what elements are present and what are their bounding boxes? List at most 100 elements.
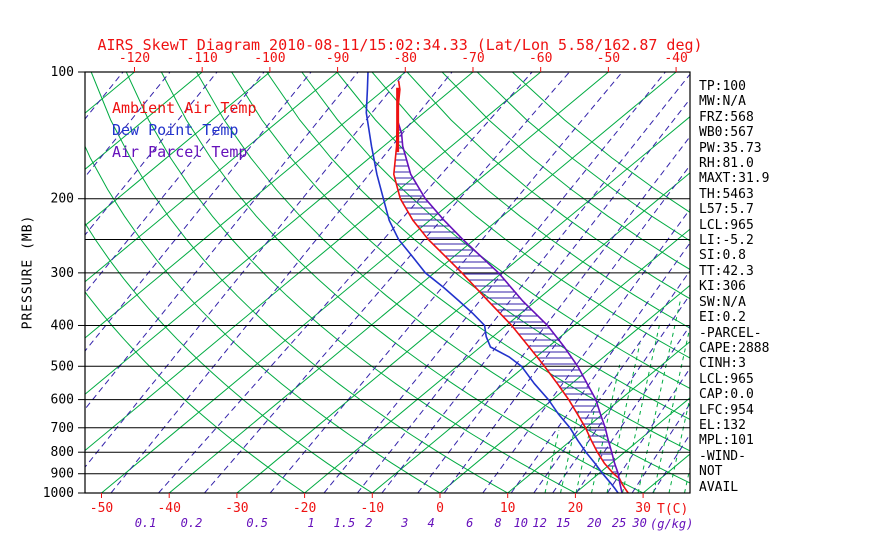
top-temp-tick-label: -50 (597, 51, 620, 66)
top-temp-tick-label: -80 (394, 51, 417, 66)
legend: Ambient Air Temp Dew Point Temp Air Parc… (112, 97, 257, 163)
mixing-ratio-line (575, 324, 690, 493)
mixing-ratio-tick-label: 25 (612, 516, 626, 530)
mixing-ratio-tick-label: 30 (631, 516, 646, 530)
plot-frame (84, 71, 691, 494)
legend-ambient-air-temp: Ambient Air Temp (112, 99, 257, 117)
stats-line: LFC:954 (699, 402, 754, 418)
stats-line: KI:306 (699, 279, 746, 295)
stats-line: WB0:567 (699, 125, 754, 141)
dashed-guide-line (85, 72, 359, 410)
moist-adiabat-line (544, 429, 560, 493)
mixing-ratio-line (381, 98, 690, 493)
stats-line: -PARCEL- (699, 325, 762, 341)
stats-line: TP:100 (699, 79, 746, 94)
stats-line: EI:0.2 (699, 310, 746, 326)
isotherm-line (85, 72, 271, 227)
mixing-ratio-line (269, 72, 623, 493)
bottom-temp-tick-label: 30 (635, 501, 651, 516)
stats-line: NOT (699, 464, 723, 480)
stats-line: LI:-5.2 (699, 233, 754, 249)
stats-line: RH:81.0 (699, 156, 754, 172)
dashed-guide-line (85, 72, 265, 294)
stats-line: SW:N/A (699, 294, 746, 310)
pressure-tick-label: 700 (51, 421, 74, 436)
bottom-temp-tick-label: -40 (157, 501, 180, 516)
bottom-temp-tick-label: 0 (436, 501, 444, 516)
mixing-ratio-tick-label: 15 (556, 516, 570, 530)
stats-line: AVAIL (699, 479, 739, 495)
legend-dew-point-temp: Dew Point Temp (112, 121, 239, 139)
mixing-ratio-line (417, 135, 690, 493)
stats-line: CAP:0.0 (699, 387, 754, 403)
mixing-ratio-tick-label: 2 (365, 516, 372, 530)
bottom-temp-tick-label: -20 (293, 501, 316, 516)
stats-line: CAPE:2888 (699, 340, 770, 356)
mixing-ratio-tick-label: 4 (428, 516, 435, 530)
isotherm-line (85, 72, 338, 283)
moist-adiabat-line (606, 343, 641, 493)
pressure-tick-label: 800 (51, 445, 74, 460)
plot-area (85, 72, 690, 493)
isotherm-line (236, 116, 690, 493)
mixing-ratio-tick-label: 8 (495, 516, 502, 530)
pressure-tick-label: 900 (51, 467, 74, 482)
isotherm-line (85, 72, 542, 452)
mixing-ratio-line (443, 164, 690, 493)
isotherm-line (439, 284, 690, 493)
pressure-axis-label: PRESSURE (MB) (20, 214, 36, 330)
pressure-tick-label: 100 (51, 65, 74, 80)
mixing-ratio-tick-label: 0.2 (181, 516, 203, 530)
bottom-temp-tick-label: -30 (225, 501, 248, 516)
top-temp-tick-label: -60 (529, 51, 552, 66)
mixing-ratio-tick-label: 1 (307, 516, 314, 530)
mixing-ratio-tick-label: 0.1 (135, 516, 157, 530)
pressure-tick-label: 600 (51, 393, 74, 408)
top-temp-tick-label: -120 (119, 51, 150, 66)
dashed-guide-line (110, 72, 453, 493)
stats-line: TT:42.3 (699, 263, 754, 279)
mixing-ratio-tick-label: 12 (532, 516, 546, 530)
isotherm-line (371, 228, 690, 493)
dry-adiabat-line (406, 72, 690, 300)
stats-line: FRZ:568 (699, 109, 754, 125)
top-temp-tick-label: -100 (254, 51, 285, 66)
moist-adiabat-line (622, 321, 661, 493)
moist-adiabat-line (637, 299, 681, 493)
pressure-tick-label: 1000 (43, 486, 74, 501)
dashed-guide-line (85, 72, 312, 352)
bottom-temp-tick-label: 10 (500, 501, 516, 516)
stats-line: PW:35.73 (699, 140, 762, 156)
top-temp-tick-label: -40 (664, 51, 687, 66)
stats-line: MPL:101 (699, 433, 754, 449)
pressure-tick-label: 200 (51, 192, 74, 207)
mixing-ratio-line (356, 73, 690, 493)
stats-panel: TP:100 MW:N/A FRZ:568 WB0:567 PW:35.73 RH:81.… (699, 79, 769, 495)
stats-line: MW:N/A (699, 94, 746, 110)
mixing-ratio-tick-label: 1.5 (334, 516, 356, 530)
mixing-ratio-tick-label: 20 (587, 516, 601, 530)
stats-line: TH:5463 (699, 186, 754, 202)
bottom-temp-tick-label: -10 (361, 501, 384, 516)
mixing-ratio-line (482, 208, 690, 493)
top-temp-tick-label: -110 (187, 51, 218, 66)
isotherm-line (507, 340, 690, 493)
mixing-ratio-line (606, 367, 690, 493)
top-temp-tick-label: -70 (461, 51, 484, 66)
temp-unit-label: T(C) (657, 502, 689, 517)
stats-line: SI:0.8 (699, 248, 746, 264)
isotherm-line (85, 72, 474, 395)
pressure-tick-label: 500 (51, 359, 74, 374)
isotherm-line (85, 72, 406, 339)
mixing-ratio-tick-label: 3 (400, 516, 408, 530)
dashed-guide-line (85, 72, 406, 468)
mixing-ratio-unit-label: (g/kg) (650, 517, 694, 531)
isotherm-line (85, 72, 203, 170)
top-temp-tick-label: -90 (326, 51, 349, 66)
air-parcel-temp-curve (397, 122, 623, 493)
stats-line: EL:132 (699, 417, 746, 433)
stats-line: L57:5.7 (699, 202, 754, 218)
mixing-ratio-line (204, 72, 570, 493)
